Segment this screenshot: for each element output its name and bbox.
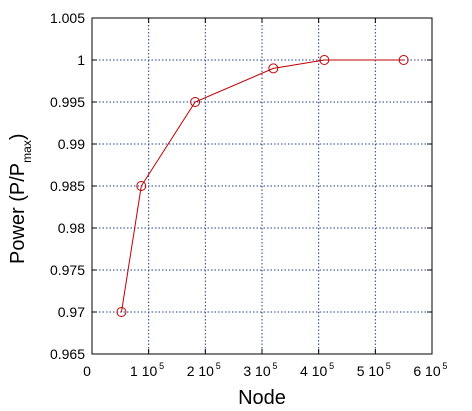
x-tick-label-mantissa: 3 10 — [243, 363, 270, 379]
x-tick-label: 2 10 5 — [187, 361, 221, 379]
y-tick-label: 0.97 — [58, 304, 85, 320]
x-tick-label-mantissa: 5 10 — [357, 363, 384, 379]
data-point — [319, 55, 330, 65]
data-point — [136, 181, 147, 191]
x-tick-label-exponent: 5 — [216, 361, 221, 371]
data-point — [190, 97, 201, 107]
x-tick-label-exponent: 5 — [272, 361, 277, 371]
y-axis-title-close: ) — [7, 134, 29, 141]
y-axis-title-main: Power (P/P — [7, 163, 29, 264]
data-point — [268, 63, 279, 74]
x-tick-label-mantissa: 0 — [83, 363, 91, 379]
y-tick-label: 0.975 — [50, 262, 85, 278]
x-tick-label: 1 10 5 — [130, 361, 164, 379]
tick-marks — [91, 17, 433, 355]
y-tick-label: 1 — [77, 52, 85, 68]
y-axis-title: Power (P/Pmax) — [7, 134, 34, 265]
y-tick-label: 0.98 — [58, 220, 85, 236]
x-tick-label-exponent: 5 — [386, 361, 391, 371]
y-tick-label: 0.99 — [58, 136, 85, 152]
x-tick-label: 4 10 5 — [300, 361, 334, 379]
x-axis-title: Node — [238, 387, 286, 409]
x-tick-label: 3 10 5 — [243, 361, 277, 379]
x-tick-label-mantissa: 1 10 — [130, 363, 157, 379]
x-tick-label: 5 10 5 — [357, 361, 391, 379]
grid-layer — [92, 18, 432, 354]
y-tick-label: 0.965 — [50, 346, 85, 362]
x-tick-label-mantissa: 6 10 — [413, 363, 440, 379]
data-point — [398, 55, 409, 65]
x-tick-label: 6 10 5 — [413, 361, 447, 379]
x-tick-label-exponent: 5 — [442, 361, 447, 371]
x-tick-label-exponent: 5 — [159, 361, 164, 371]
series-layer — [116, 55, 409, 317]
x-tick-label-exponent: 5 — [329, 361, 334, 371]
svg-text:Power (P/Pmax): Power (P/Pmax) — [7, 134, 34, 265]
x-tick-label: 0 — [83, 363, 91, 379]
y-tick-label: 1.005 — [50, 10, 85, 26]
x-tick-label-mantissa: 4 10 — [300, 363, 327, 379]
data-point — [116, 307, 127, 317]
x-tick-label-mantissa: 2 10 — [187, 363, 214, 379]
series-line — [120, 59, 404, 313]
y-tick-labels: 0.965 0.97 0.975 0.98 0.985 0.99 0.995 1 1.005 — [50, 10, 85, 362]
y-tick-label: 0.995 — [50, 94, 85, 110]
y-tick-label: 0.985 — [50, 178, 85, 194]
y-axis-title-subscript: max — [20, 140, 34, 163]
